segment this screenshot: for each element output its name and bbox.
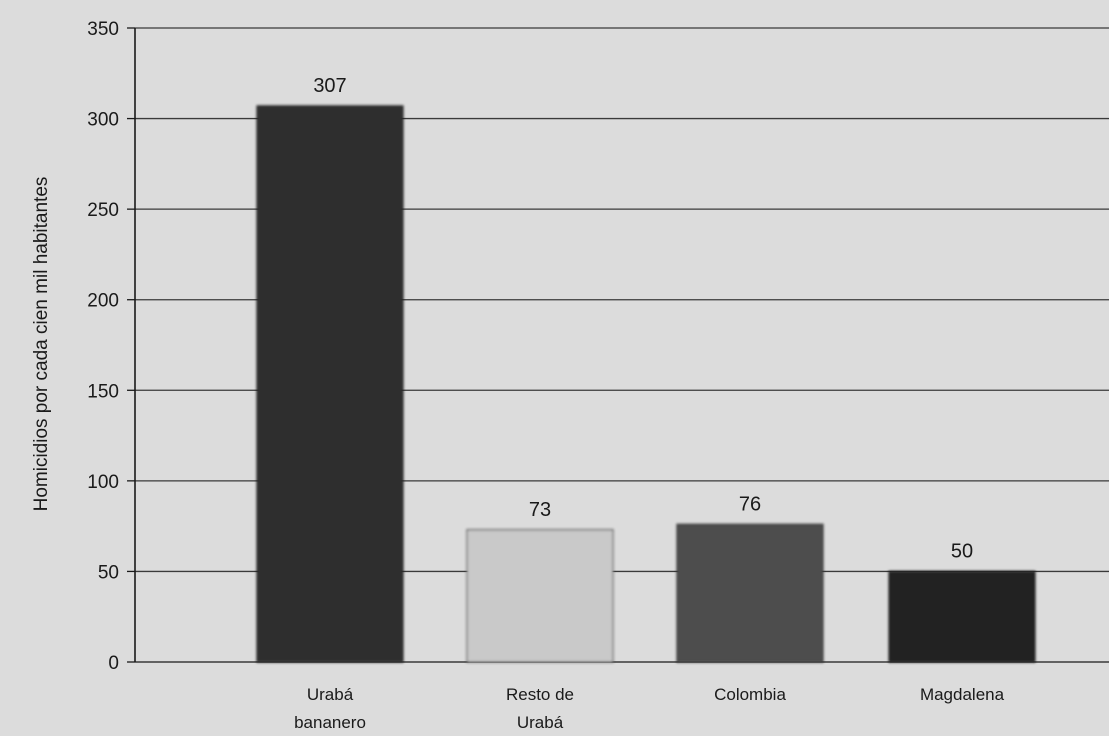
x-tick-label-line: Resto de — [506, 685, 574, 704]
x-tick-label: Colombia — [714, 685, 786, 704]
y-tick-label: 300 — [87, 110, 119, 131]
y-tick-label: 150 — [87, 381, 119, 402]
y-axis: 0 50 100 150 200 250 300 350 — [87, 19, 136, 674]
y-tick-label: 250 — [87, 200, 119, 221]
data-label: 50 — [951, 540, 973, 562]
y-tick-label: 350 — [87, 19, 119, 40]
x-tick-label-line: bananero — [294, 713, 366, 732]
x-tick-label: Urabá bananero — [294, 685, 366, 732]
y-tick-label: 0 — [108, 653, 119, 674]
x-tick-label: Magdalena — [920, 685, 1005, 704]
bar — [676, 523, 824, 663]
data-label: 76 — [739, 493, 761, 515]
y-tick-label: 100 — [87, 472, 119, 493]
x-tick-label-line: Urabá — [517, 713, 564, 732]
bar — [256, 105, 404, 663]
bars-group: 307 Urabá bananero 73 Resto de Urabá 76 Colombi… — [256, 75, 1036, 732]
x-tick-label-line: Colombia — [714, 685, 786, 704]
y-tick-label: 200 — [87, 291, 119, 312]
data-label: 73 — [529, 499, 551, 521]
y-axis-label: Homicidios por cada cien mil habitantes — [31, 177, 52, 512]
x-tick-label-line: Magdalena — [920, 685, 1005, 704]
data-label: 307 — [313, 75, 346, 97]
x-tick-label-line: Urabá — [307, 685, 354, 704]
x-tick-label: Resto de Urabá — [506, 685, 574, 732]
bar — [888, 570, 1036, 663]
bar — [466, 529, 614, 663]
y-tick-label: 50 — [98, 562, 119, 583]
